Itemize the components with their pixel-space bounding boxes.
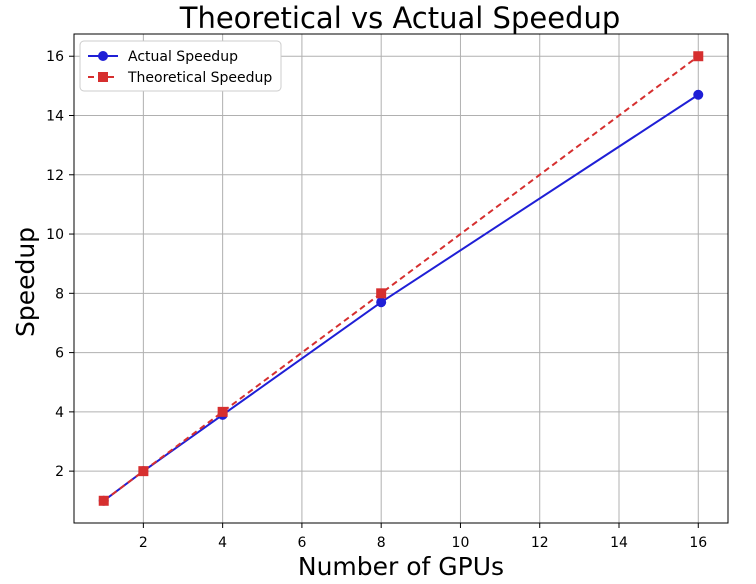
theoretical-speedup-point — [217, 406, 228, 417]
theoretical-speedup-point — [98, 495, 109, 506]
legend-actual-label: Actual Speedup — [128, 49, 238, 65]
x-tick-label: 8 — [377, 535, 386, 551]
theoretical-speedup-point — [693, 51, 704, 62]
y-tick-label: 6 — [55, 346, 64, 362]
plot-area-frame — [73, 33, 729, 524]
y-axis-ticks: 2 4 6 8 10 12 14 16 — [46, 49, 74, 480]
y-tick-label: 2 — [55, 464, 64, 480]
legend-box — [79, 40, 282, 92]
legend-theoretical-marker — [98, 72, 108, 82]
theoretical-speedup-point — [138, 466, 149, 477]
actual-speedup-line — [103, 93, 699, 502]
y-axis-title: Speedup — [11, 227, 40, 337]
x-tick-label: 14 — [610, 535, 628, 551]
x-tick-label: 16 — [689, 535, 707, 551]
x-tick-label: 12 — [531, 535, 549, 551]
x-tick-label: 6 — [297, 535, 306, 551]
x-tick-label: 2 — [139, 535, 148, 551]
x-axis-ticks: 2 4 6 8 10 12 14 16 — [139, 523, 707, 551]
legend-theoretical-label: Theoretical Speedup — [127, 70, 272, 86]
y-tick-label: 10 — [46, 227, 64, 243]
theoretical-speedup-point — [376, 288, 387, 299]
y-tick-label: 8 — [55, 286, 64, 302]
x-tick-label: 10 — [452, 535, 470, 551]
y-tick-label: 4 — [55, 405, 64, 421]
legend-actual-marker — [98, 51, 108, 61]
x-axis-title: Number of GPUs — [298, 552, 504, 581]
x-tick-label: 4 — [218, 535, 227, 551]
actual-speedup-point — [376, 297, 387, 308]
y-tick-label: 14 — [46, 109, 64, 125]
chart-series — [98, 51, 704, 506]
y-tick-label: 16 — [46, 49, 64, 65]
chart-title: Theoretical vs Actual Speedup — [179, 1, 620, 35]
chart-grid — [74, 34, 728, 523]
theoretical-speedup-line — [103, 55, 699, 502]
chart-legend: Actual Speedup Theoretical Speedup — [79, 40, 282, 92]
y-tick-label: 12 — [46, 168, 64, 184]
actual-speedup-point — [693, 89, 704, 100]
